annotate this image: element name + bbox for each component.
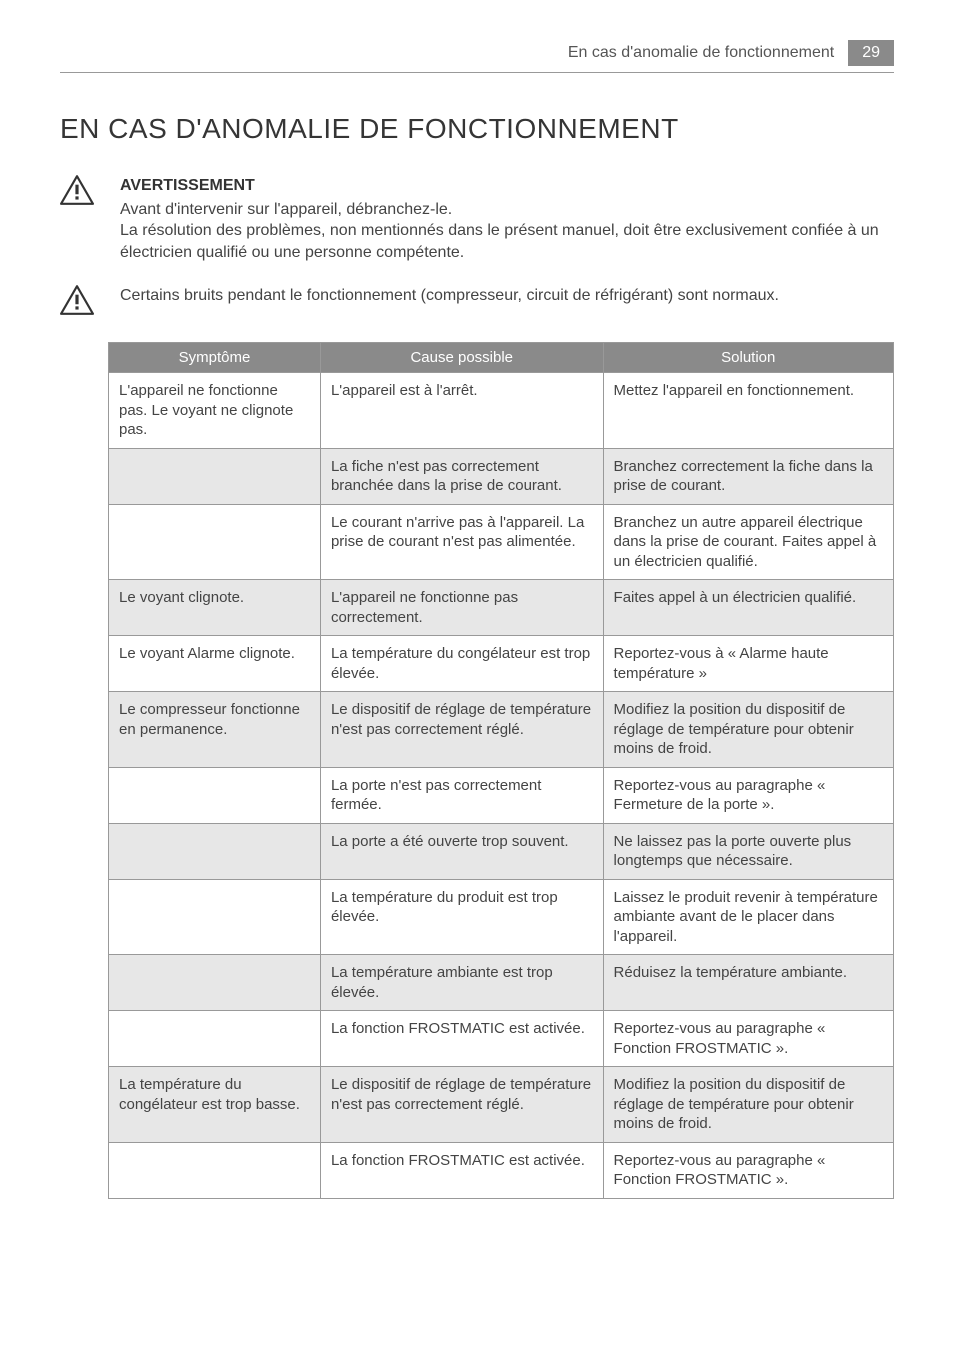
table-cell xyxy=(109,1142,321,1198)
col-header-solution: Solution xyxy=(603,343,893,373)
col-header-cause: Cause possible xyxy=(320,343,603,373)
header-section-title: En cas d'anomalie de fonctionnement xyxy=(568,44,834,62)
table-cell: La température du produit est trop élevé… xyxy=(320,879,603,955)
table-cell: Mettez l'appareil en fonctionnement. xyxy=(603,373,893,449)
table-cell: Laissez le produit revenir à température… xyxy=(603,879,893,955)
table-cell: La fiche n'est pas correctement branchée… xyxy=(320,448,603,504)
table-cell: Modifiez la position du dispositif de ré… xyxy=(603,692,893,768)
table-cell: Le courant n'arrive pas à l'appareil. La… xyxy=(320,504,603,580)
warning-heading: AVERTISSEMENT xyxy=(120,175,894,197)
warning-line-1: Avant d'intervenir sur l'appareil, débra… xyxy=(120,201,452,218)
table-cell: La température du congélateur est trop b… xyxy=(109,1067,321,1143)
warning-icon xyxy=(60,175,108,210)
table-row: Le courant n'arrive pas à l'appareil. La… xyxy=(109,504,894,580)
table-cell: Reportez-vous au paragraphe « Fermeture … xyxy=(603,767,893,823)
warning-icon xyxy=(60,285,108,320)
table-row: La température du produit est trop élevé… xyxy=(109,879,894,955)
table-cell: Le compresseur fonctionne en permanence. xyxy=(109,692,321,768)
warning-line-2: La résolution des problèmes, non mention… xyxy=(120,222,879,261)
table-cell: Reportez-vous au paragraphe « Fonction F… xyxy=(603,1142,893,1198)
table-cell: La température du congélateur est trop é… xyxy=(320,636,603,692)
table-cell: Branchez un autre appareil électrique da… xyxy=(603,504,893,580)
table-row: La porte n'est pas correctement fermée.R… xyxy=(109,767,894,823)
table-cell: La température ambiante est trop élevée. xyxy=(320,955,603,1011)
page-header: En cas d'anomalie de fonctionnement 29 xyxy=(60,40,894,73)
warning-block-2: Certains bruits pendant le fonctionnemen… xyxy=(60,285,894,320)
table-cell: Ne laissez pas la porte ouverte plus lon… xyxy=(603,823,893,879)
table-cell: Le dispositif de réglage de température … xyxy=(320,1067,603,1143)
table-cell: Le voyant Alarme clignote. xyxy=(109,636,321,692)
table-row: Le voyant clignote.L'appareil ne fonctio… xyxy=(109,580,894,636)
warning-block-1: AVERTISSEMENT Avant d'intervenir sur l'a… xyxy=(60,175,894,263)
col-header-symptom: Symptôme xyxy=(109,343,321,373)
table-row: La température ambiante est trop élevée.… xyxy=(109,955,894,1011)
table-cell: La porte n'est pas correctement fermée. xyxy=(320,767,603,823)
table-cell: La porte a été ouverte trop souvent. xyxy=(320,823,603,879)
table-cell: Modifiez la position du dispositif de ré… xyxy=(603,1067,893,1143)
table-cell: La fonction FROSTMATIC est activée. xyxy=(320,1142,603,1198)
table-cell: Le voyant clignote. xyxy=(109,580,321,636)
table-cell xyxy=(109,879,321,955)
table-row: La température du congélateur est trop b… xyxy=(109,1067,894,1143)
table-cell: Le dispositif de réglage de température … xyxy=(320,692,603,768)
table-cell: Reportez-vous à « Alarme haute températu… xyxy=(603,636,893,692)
table-header-row: Symptôme Cause possible Solution xyxy=(109,343,894,373)
table-cell: Réduisez la température ambiante. xyxy=(603,955,893,1011)
table-row: La fiche n'est pas correctement branchée… xyxy=(109,448,894,504)
troubleshooting-table: Symptôme Cause possible Solution L'appar… xyxy=(108,342,894,1199)
page-title: EN CAS D'ANOMALIE DE FONCTIONNEMENT xyxy=(60,113,894,145)
table-body: L'appareil ne fonctionne pas. Le voyant … xyxy=(109,373,894,1199)
page-number: 29 xyxy=(848,40,894,66)
table-row: L'appareil ne fonctionne pas. Le voyant … xyxy=(109,373,894,449)
table-row: Le voyant Alarme clignote.La température… xyxy=(109,636,894,692)
table-cell: L'appareil est à l'arrêt. xyxy=(320,373,603,449)
table-row: La fonction FROSTMATIC est activée.Repor… xyxy=(109,1142,894,1198)
table-cell xyxy=(109,767,321,823)
warning-note: Certains bruits pendant le fonctionnemen… xyxy=(120,287,779,304)
warning-text-2: Certains bruits pendant le fonctionnemen… xyxy=(120,285,894,307)
table-cell: Branchez correctement la fiche dans la p… xyxy=(603,448,893,504)
table-cell: La fonction FROSTMATIC est activée. xyxy=(320,1011,603,1067)
table-row: La porte a été ouverte trop souvent.Ne l… xyxy=(109,823,894,879)
table-cell xyxy=(109,1011,321,1067)
warning-text-1: AVERTISSEMENT Avant d'intervenir sur l'a… xyxy=(120,175,894,263)
table-cell: L'appareil ne fonctionne pas correctemen… xyxy=(320,580,603,636)
page: En cas d'anomalie de fonctionnement 29 E… xyxy=(0,0,954,1239)
table-cell: Reportez-vous au paragraphe « Fonction F… xyxy=(603,1011,893,1067)
table-cell xyxy=(109,823,321,879)
table-cell xyxy=(109,504,321,580)
table-row: Le compresseur fonctionne en permanence.… xyxy=(109,692,894,768)
table-cell xyxy=(109,955,321,1011)
table-row: La fonction FROSTMATIC est activée.Repor… xyxy=(109,1011,894,1067)
table-cell: Faites appel à un électricien qualifié. xyxy=(603,580,893,636)
table-cell: L'appareil ne fonctionne pas. Le voyant … xyxy=(109,373,321,449)
table-cell xyxy=(109,448,321,504)
